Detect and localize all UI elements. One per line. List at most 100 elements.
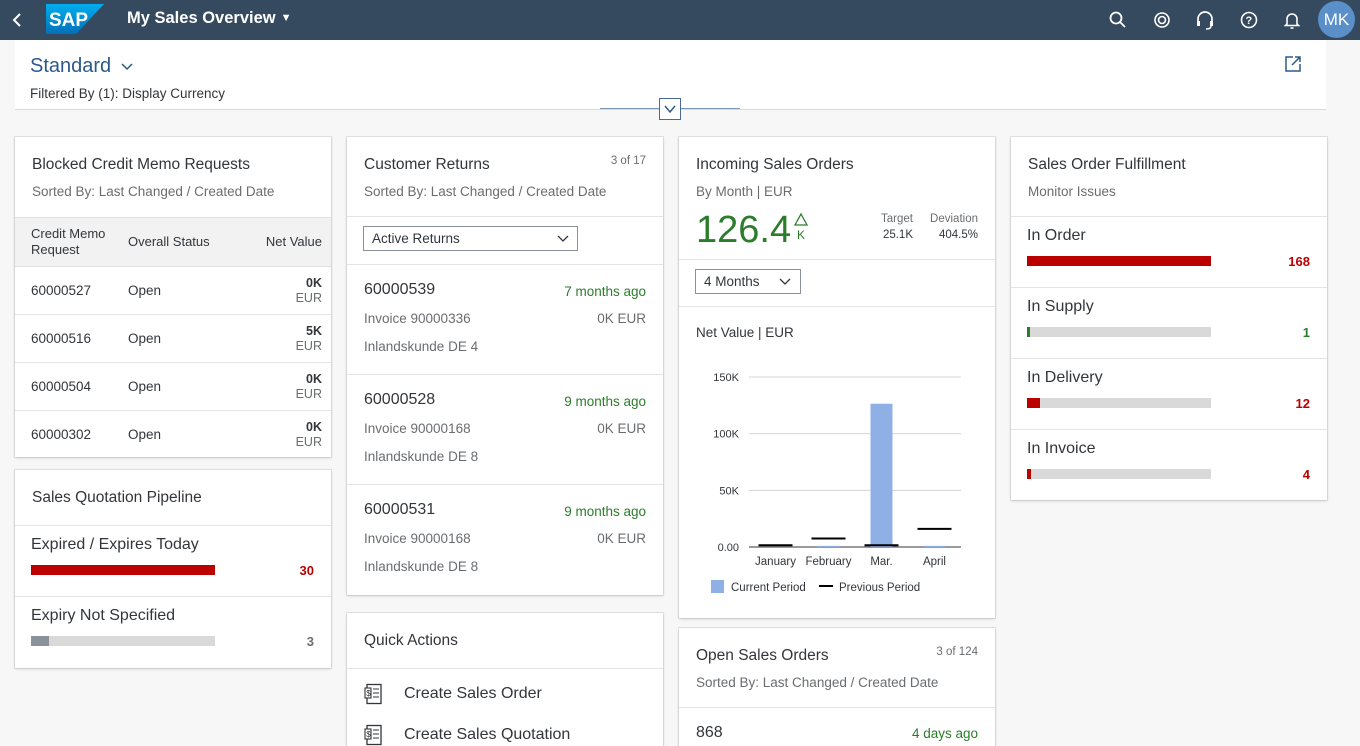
kpi-unit: K bbox=[797, 228, 806, 242]
share-icon[interactable] bbox=[1283, 54, 1303, 74]
list-item[interactable]: 60000528 9 months ago Invoice 90000168 0… bbox=[347, 375, 663, 484]
blocked-credit-memo-card[interactable]: Blocked Credit Memo Requests Sorted By: … bbox=[15, 137, 331, 457]
column-header[interactable]: Overall Status bbox=[128, 234, 210, 249]
back-icon[interactable] bbox=[6, 6, 28, 34]
pipeline-item[interactable]: Expiry Not Specified 3 bbox=[15, 597, 331, 667]
card-title: Incoming Sales Orders bbox=[696, 156, 854, 173]
period-select[interactable]: 4 Months bbox=[695, 269, 801, 294]
shell-bar: SAP My Sales Overview ▼ ? MK bbox=[0, 0, 1360, 40]
memo-status: Open bbox=[128, 283, 162, 298]
fulfillment-item-label: In Delivery bbox=[1027, 369, 1103, 386]
headset-icon[interactable] bbox=[1193, 8, 1217, 32]
return-id: 60000539 bbox=[364, 281, 436, 298]
notifications-icon[interactable] bbox=[1280, 8, 1304, 32]
copilot-icon[interactable] bbox=[1150, 8, 1174, 32]
sales-order-fulfillment-card[interactable]: Sales Order Fulfillment Monitor Issues I… bbox=[1011, 137, 1327, 500]
card-subtitle: Sorted By: Last Changed / Created Date bbox=[32, 184, 275, 199]
x-tick-label: Mar. bbox=[870, 556, 892, 568]
fulfillment-item-in-invoice[interactable]: In Invoice 4 bbox=[1011, 430, 1327, 500]
return-amount: 0K EUR bbox=[597, 421, 646, 436]
pipeline-item-value: 3 bbox=[306, 634, 314, 649]
svg-text:SAP: SAP bbox=[49, 10, 88, 31]
return-amount: 0K EUR bbox=[597, 531, 646, 546]
card-title: Customer Returns bbox=[364, 156, 490, 173]
target-value: 25.1K bbox=[882, 229, 913, 241]
current-period-bar bbox=[817, 545, 840, 547]
table-row[interactable]: 60000516 Open 5K EUR bbox=[15, 315, 331, 363]
divider bbox=[679, 306, 995, 307]
user-avatar[interactable]: MK bbox=[1318, 1, 1355, 38]
y-tick-label: 100K bbox=[713, 429, 739, 441]
return-id: 60000528 bbox=[364, 391, 436, 408]
divider bbox=[347, 264, 663, 265]
chart-title: Net Value | EUR bbox=[696, 325, 794, 340]
deviation-label: Deviation bbox=[930, 213, 978, 225]
table-row[interactable]: 60000302 Open 0K EUR bbox=[15, 411, 331, 457]
svg-text:$: $ bbox=[366, 730, 371, 739]
card-subtitle: Monitor Issues bbox=[1028, 184, 1116, 199]
memo-net-value: 0K EUR bbox=[295, 372, 322, 401]
card-subtitle: Sorted By: Last Changed / Created Date bbox=[364, 184, 607, 199]
returns-filter-select[interactable]: Active Returns bbox=[363, 226, 578, 251]
app-title[interactable]: My Sales Overview ▼ bbox=[127, 9, 292, 27]
memo-status: Open bbox=[128, 427, 162, 442]
variant-title[interactable]: Standard bbox=[30, 55, 112, 77]
collapse-header-button[interactable] bbox=[659, 98, 681, 120]
list-item[interactable]: 868 4 days ago bbox=[679, 708, 995, 746]
y-tick-label: 150K bbox=[713, 372, 739, 384]
list-item[interactable]: 60000531 9 months ago Invoice 90000168 0… bbox=[347, 485, 663, 594]
kpi-value: 126.4 bbox=[696, 209, 792, 251]
return-age: 9 months ago bbox=[564, 504, 646, 519]
variant-chevron-icon[interactable] bbox=[120, 60, 134, 74]
table-row[interactable]: 60000527 Open 0K EUR bbox=[15, 267, 331, 315]
quick-action-label: Create Sales Quotation bbox=[404, 726, 571, 743]
pipeline-item[interactable]: Expired / Expires Today 30 bbox=[15, 526, 331, 596]
return-invoice: Invoice 90000336 bbox=[364, 311, 471, 326]
divider bbox=[1011, 216, 1327, 217]
customer-returns-card[interactable]: Customer Returns 3 of 17 Sorted By: Last… bbox=[347, 137, 663, 595]
return-id: 60000531 bbox=[364, 501, 436, 518]
divider bbox=[347, 216, 663, 217]
filter-summary: Filtered By (1): Display Currency bbox=[30, 86, 226, 101]
fulfillment-item-in-order[interactable]: In Order 168 bbox=[1011, 217, 1327, 287]
fulfillment-item-value: 168 bbox=[1288, 254, 1310, 269]
column-header[interactable]: Credit Memo Request bbox=[31, 226, 106, 257]
list-item[interactable]: 60000539 7 months ago Invoice 90000336 0… bbox=[347, 265, 663, 374]
card-title: Blocked Credit Memo Requests bbox=[32, 156, 250, 173]
fulfillment-item-bar-fill bbox=[1027, 256, 1211, 266]
table-row[interactable]: 60000504 Open 0K EUR bbox=[15, 363, 331, 411]
legend-previous-period-label: Previous Period bbox=[839, 582, 920, 594]
quick-actions-card[interactable]: Quick Actions $ Create Sales Order $ Cre… bbox=[347, 613, 663, 746]
fulfillment-item-value: 12 bbox=[1295, 396, 1310, 411]
pipeline-item-label: Expired / Expires Today bbox=[31, 536, 199, 553]
chevron-down-icon bbox=[779, 278, 791, 285]
fulfillment-item-bar bbox=[1027, 327, 1211, 337]
divider bbox=[347, 374, 663, 375]
column-header[interactable]: Net Value bbox=[265, 234, 322, 249]
search-icon[interactable] bbox=[1106, 8, 1130, 32]
fulfillment-item-in-supply[interactable]: In Supply 1 bbox=[1011, 288, 1327, 358]
incoming-sales-orders-card[interactable]: Incoming Sales Orders By Month | EUR 126… bbox=[679, 137, 995, 618]
return-invoice: Invoice 90000168 bbox=[364, 531, 471, 546]
fulfillment-item-bar bbox=[1027, 469, 1211, 479]
card-title: Quick Actions bbox=[364, 632, 458, 649]
pipeline-item-label: Expiry Not Specified bbox=[31, 607, 176, 624]
card-subtitle: By Month | EUR bbox=[696, 184, 793, 199]
help-icon[interactable]: ? bbox=[1237, 8, 1261, 32]
pipeline-item-bar-fill bbox=[31, 636, 49, 646]
return-invoice: Invoice 90000168 bbox=[364, 421, 471, 436]
fulfillment-item-in-delivery[interactable]: In Delivery 12 bbox=[1011, 359, 1327, 429]
sales-quotation-pipeline-card[interactable]: Sales Quotation Pipeline Expired / Expir… bbox=[15, 470, 331, 668]
open-sales-orders-card[interactable]: Open Sales Orders 3 of 124 Sorted By: La… bbox=[679, 628, 995, 746]
memo-net-value: 5K EUR bbox=[295, 324, 322, 353]
card-title: Sales Order Fulfillment bbox=[1028, 156, 1186, 173]
memo-id: 60000302 bbox=[31, 427, 92, 442]
legend-current-period-label: Current Period bbox=[731, 582, 806, 594]
return-age: 7 months ago bbox=[564, 284, 646, 299]
sap-logo[interactable]: SAP bbox=[46, 4, 104, 34]
quick-action-create-sales-order[interactable]: $ Create Sales Order bbox=[347, 673, 663, 713]
divider bbox=[15, 596, 331, 597]
quick-action-create-sales-quotation[interactable]: $ Create Sales Quotation bbox=[347, 714, 663, 746]
card-title: Sales Quotation Pipeline bbox=[32, 489, 202, 506]
